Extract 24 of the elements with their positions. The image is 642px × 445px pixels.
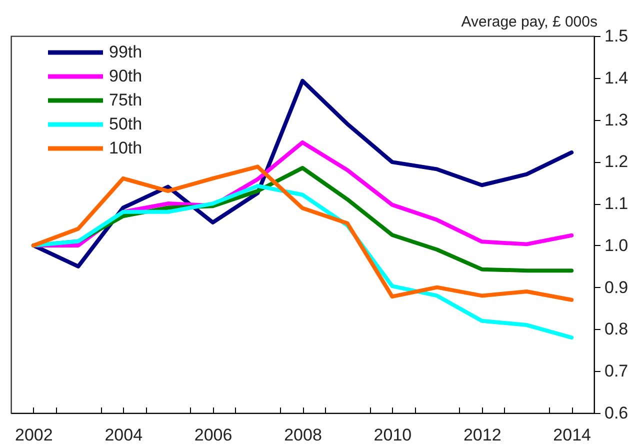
y-tick-label: 1.2 [604, 152, 628, 172]
x-tick-label: 2002 [15, 426, 53, 444]
y-tick-label: 0.7 [604, 362, 628, 381]
y-tick-label: 1.3 [604, 110, 628, 130]
legend-label: 99th [109, 42, 142, 62]
y-tick-label: 1.4 [604, 68, 628, 88]
legend-label: 10th [109, 138, 142, 158]
y-axis-title: Average pay, £ 000s [461, 14, 598, 30]
y-tick-label: 1.5 [604, 26, 628, 46]
x-tick-label: 2014 [553, 426, 591, 444]
y-tick-label: 0.8 [604, 320, 628, 339]
y-tick-label: 0.6 [604, 404, 628, 422]
x-tick-label: 2008 [284, 426, 322, 444]
legend-label: 75th [109, 90, 142, 110]
x-tick-label: 2006 [194, 426, 232, 444]
line-series [31, 164, 574, 302]
y-tick-label: 1.1 [604, 194, 628, 214]
x-tick-label: 2012 [463, 426, 502, 444]
y-tick-label: 1.0 [604, 236, 628, 255]
x-tick-label: 2004 [104, 426, 143, 444]
legend-label: 90th [109, 66, 142, 86]
y-tick-label: 0.9 [604, 278, 628, 297]
legend-label: 50th [109, 114, 142, 134]
x-tick-label: 2010 [374, 426, 412, 444]
